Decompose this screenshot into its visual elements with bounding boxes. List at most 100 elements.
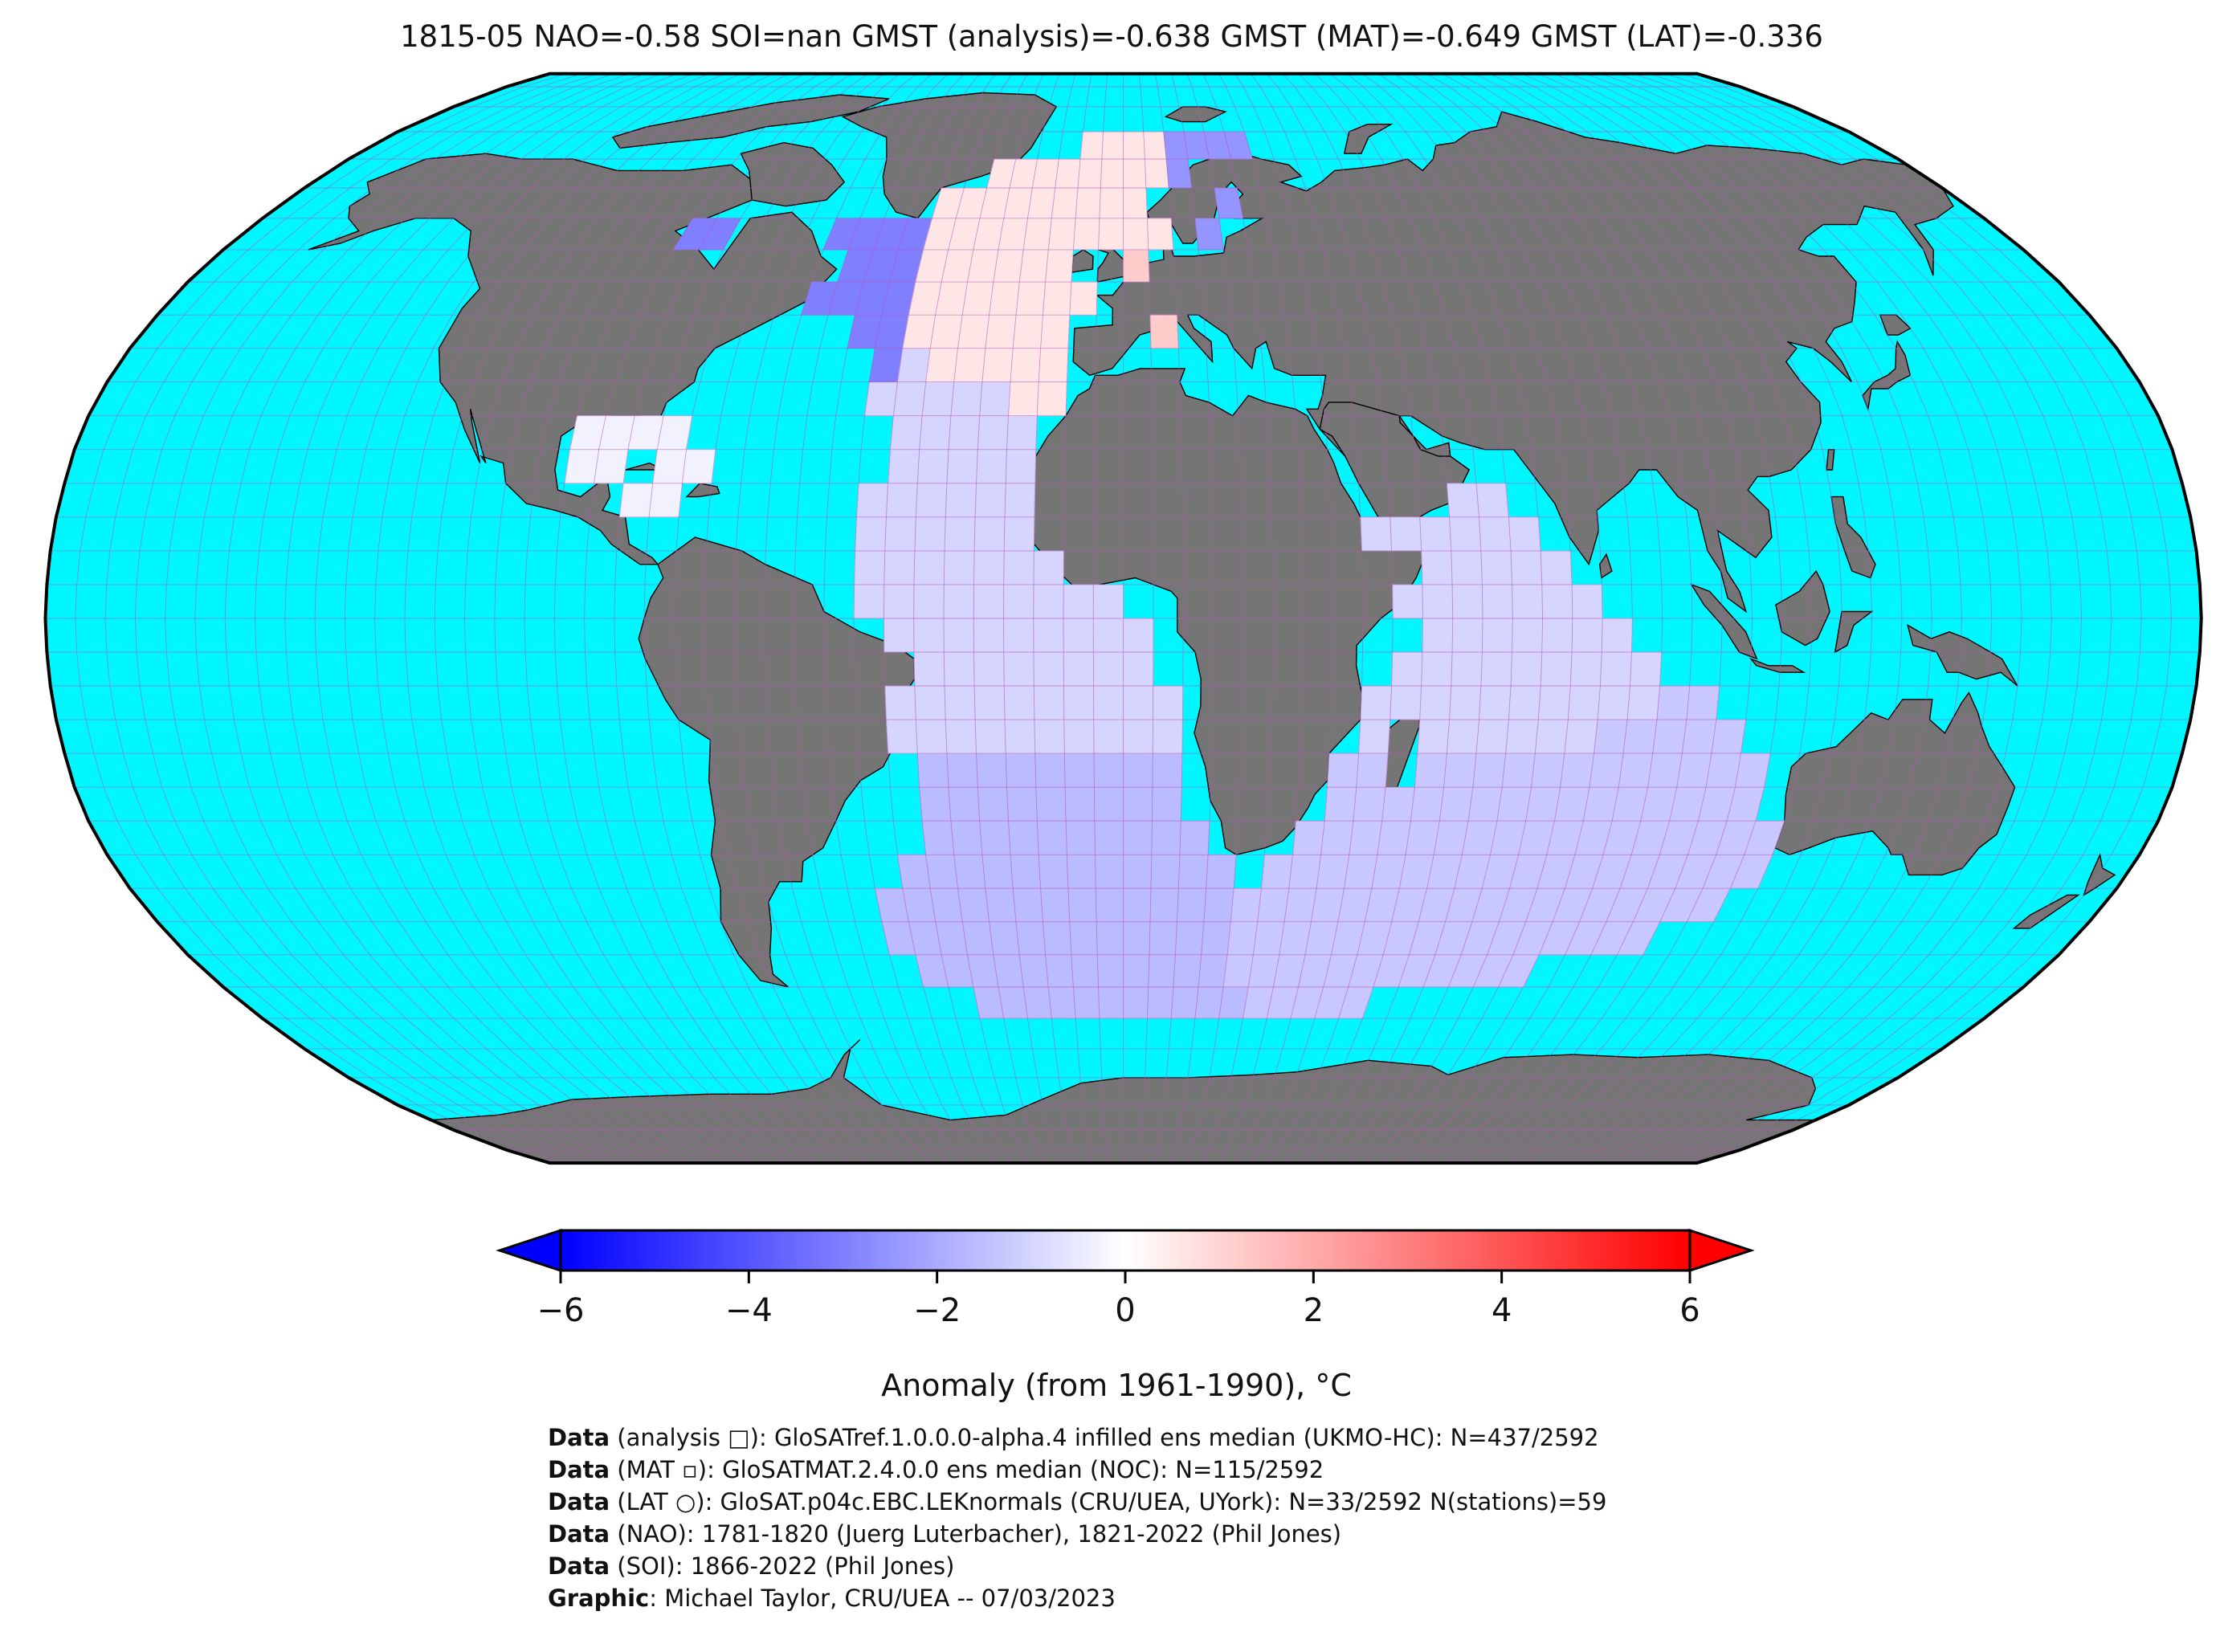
anomaly-cell [884,685,916,720]
anomaly-cell [1149,314,1179,349]
grid-longitude-line [1202,73,1274,1164]
grid-longitude-line [883,73,997,1164]
anomaly-cell [948,786,981,822]
grid-longitude-line [853,73,981,1164]
credit-text: (LAT ○): GloSAT.p04c.EBC.LEKnormals (CRU… [610,1488,1607,1515]
anomaly-cell [1069,921,1098,956]
chart-title: 1815-05 NAO=-0.58 SOI=nan GMST (analysis… [400,19,1823,54]
grid-longitude-line [1426,73,1693,1164]
anomaly-cell [1356,753,1389,788]
anomaly-cell [1003,651,1034,687]
land-sumatra [1690,583,1758,660]
anomaly-cell [979,381,1011,417]
anomaly-cell [1093,685,1124,720]
anomaly-cell [1072,986,1100,1019]
anomaly-cell [1508,685,1541,720]
colorbar-extend-high [1688,1228,1755,1273]
colorbar-tick-label: −2 [913,1292,961,1329]
anomaly-cell [973,550,1005,585]
anomaly-cell [913,550,945,585]
anomaly-cell [985,314,1017,349]
anomaly-cell [1096,921,1124,956]
anomaly-cell [1571,618,1603,653]
anomaly-cell [1045,954,1074,988]
anomaly-cell [989,921,1020,956]
anomaly-cell [1389,516,1422,552]
anomaly-cell [953,348,986,382]
land-sri-lanka [1598,553,1613,579]
anomaly-cell [1018,954,1049,988]
credit-text: : Michael Taylor, CRU/UEA -- 07/03/2023 [649,1585,1116,1612]
anomaly-cell [1656,685,1691,720]
credit-line: Data (NAO): 1781-1820 (Juerg Luterbacher… [548,1518,1913,1550]
grid-longitude-line [1553,73,1932,1164]
anomaly-cell [1033,550,1064,585]
grid-longitude-line [224,73,646,1164]
grid-longitude-line [1186,73,1244,1164]
colorbar-ticks: −6 −4 −2 0 2 4 6 [537,1271,1700,1329]
grid-longitude-line [374,73,725,1164]
anomaly-cell [1123,887,1152,923]
anomaly-cell [1095,854,1124,889]
anomaly-cell [1071,954,1099,988]
anomaly-cell [915,719,948,754]
grid-longitude-line [1410,73,1663,1164]
anomaly-cell [1358,719,1391,754]
anomaly-cell [1292,820,1325,855]
anomaly-cell [1618,753,1654,788]
anomaly-cell [1005,753,1037,788]
grid-longitude-line [1298,73,1454,1164]
anomaly-cell [1594,719,1628,754]
grid-longitude-line [1266,73,1394,1164]
anomaly-cell [889,415,923,451]
anomaly-cell [1098,986,1124,1019]
anomaly-cell [985,887,1017,923]
grid-longitude-line [134,73,598,1164]
anomaly-cell [973,516,1006,552]
anomaly-cell [1012,887,1043,923]
grid-longitude-line [434,73,757,1164]
anomaly-cell [1123,187,1148,219]
anomaly-cell [885,719,918,754]
anomaly-cell [1467,786,1503,822]
land-australia [1774,691,2016,876]
anomaly-cell [1601,618,1633,653]
grid-longitude-line [1139,73,1154,1164]
anomaly-cell [1226,921,1259,956]
anomaly-cell [856,483,889,518]
land-new-guinea [1906,623,2018,687]
anomaly-cell [1194,218,1224,251]
anomaly-cell [1034,719,1065,754]
credit-text: (MAT ▫): GloSATMAT.2.4.0.0 ens median (N… [610,1456,1324,1483]
land-java [1749,657,1806,673]
anomaly-cell [953,854,986,889]
anomaly-cell [1496,786,1532,822]
anomaly-cell [1512,584,1544,619]
anomaly-cell [943,618,974,653]
anomaly-cell [1541,584,1573,619]
grid-longitude-line [404,73,741,1164]
credit-key: Data [548,1552,610,1580]
anomaly-cell [1092,584,1124,619]
anomaly-cell [1174,921,1205,956]
anomaly-cell [1012,314,1043,349]
anomaly-cell [1422,618,1454,653]
anomaly-cell [1065,820,1096,855]
anomaly-cell [855,516,887,552]
anomaly-cell [1152,753,1183,788]
anomaly-cell [1033,584,1064,619]
anomaly-cell [1051,187,1079,219]
credit-line: Graphic: Michael Taylor, CRU/UEA -- 07/0… [548,1582,1913,1614]
anomaly-cell [1391,651,1423,687]
anomaly-cell [1035,786,1067,822]
anomaly-cell [1481,584,1513,619]
grid-longitude-line [553,73,821,1164]
anomaly-cell [977,786,1009,822]
anomaly-cell [1501,753,1536,788]
anomaly-cell [1123,719,1153,754]
land-new-zealand-s [2012,894,2080,929]
grid-longitude-line [524,73,806,1164]
anomaly-cell [913,618,945,653]
anomaly-cell [1003,550,1034,585]
grid-longitude-line [1234,73,1334,1164]
